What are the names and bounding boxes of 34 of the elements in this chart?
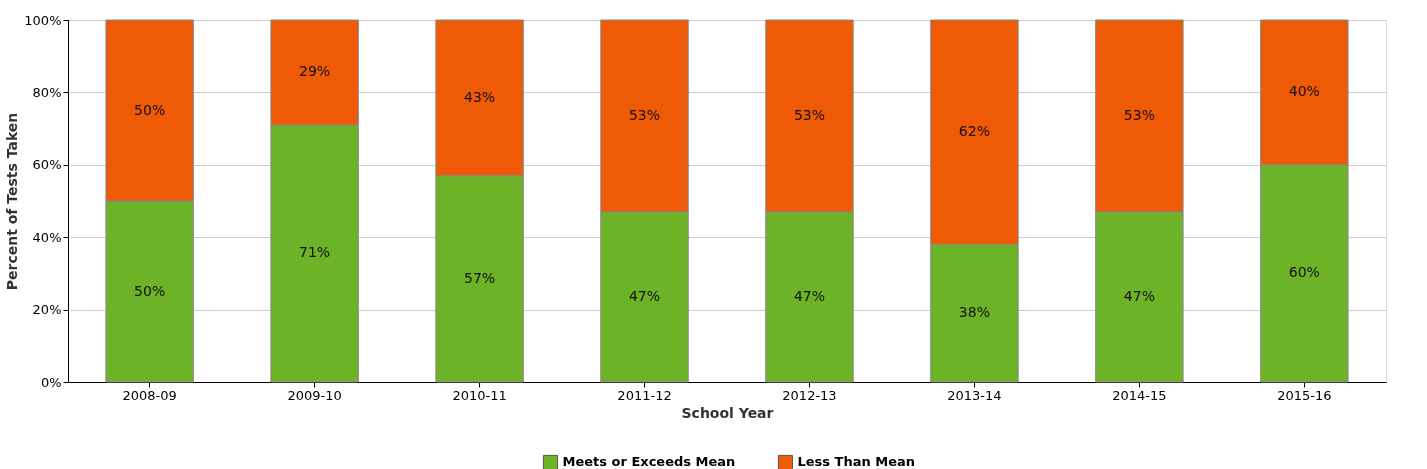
x-tick-label: 2010-11 xyxy=(452,387,507,403)
y-tick-label: 60% xyxy=(32,157,62,173)
legend-label: Meets or Exceeds Mean xyxy=(562,454,736,469)
y-tick-label: 100% xyxy=(24,12,62,28)
x-tick-label: 2013-14 xyxy=(947,387,1002,403)
x-tick-label: 2012-13 xyxy=(782,387,837,403)
y-tick-label: 80% xyxy=(32,84,62,100)
data-label: 50% xyxy=(134,282,166,299)
y-axis-title: Percent of Tests Taken xyxy=(4,112,21,291)
data-label: 47% xyxy=(628,287,661,304)
data-label: 62% xyxy=(958,123,990,140)
x-tick-label: 2011-12 xyxy=(617,387,672,403)
data-label: 50% xyxy=(134,101,166,118)
data-label: 40% xyxy=(1288,83,1320,100)
data-label: 47% xyxy=(1123,287,1155,304)
y-tick-label: 40% xyxy=(32,229,62,245)
x-tick-label: 2014-15 xyxy=(1112,387,1167,403)
data-label: 53% xyxy=(628,106,661,123)
data-label: 43% xyxy=(464,88,496,105)
data-label: 29% xyxy=(299,63,331,80)
legend-label: Less Than Mean xyxy=(797,454,916,469)
x-tick-label: 2009-10 xyxy=(287,387,342,403)
data-label: 47% xyxy=(793,287,826,304)
x-tick-label: 2015-16 xyxy=(1277,387,1332,403)
y-tick-label: 0% xyxy=(40,374,62,390)
data-label: 57% xyxy=(464,269,496,286)
data-label: 53% xyxy=(1123,106,1155,123)
data-label: 53% xyxy=(793,106,826,123)
y-tick-label: 20% xyxy=(32,302,62,318)
data-label: 71% xyxy=(299,244,331,261)
x-tick-label: 2008-09 xyxy=(122,387,177,403)
data-label: 60% xyxy=(1288,264,1320,281)
x-axis-title: School Year xyxy=(681,404,774,421)
data-label: 38% xyxy=(958,304,990,321)
